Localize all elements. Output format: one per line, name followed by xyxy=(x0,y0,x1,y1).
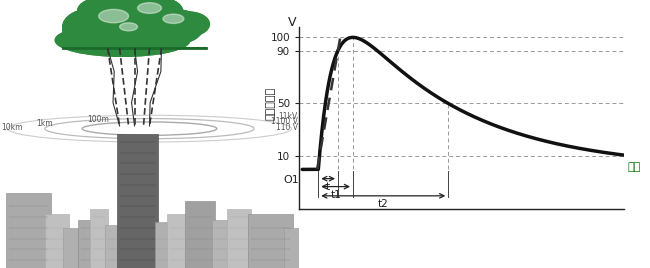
Ellipse shape xyxy=(138,3,161,13)
Ellipse shape xyxy=(78,8,191,51)
Ellipse shape xyxy=(78,0,131,24)
Bar xyxy=(45,214,69,268)
Ellipse shape xyxy=(120,23,138,31)
Ellipse shape xyxy=(99,9,129,23)
Text: 峰值百分比: 峰值百分比 xyxy=(265,87,275,120)
Bar xyxy=(284,228,299,268)
Ellipse shape xyxy=(63,8,129,46)
Text: 1100 V: 1100 V xyxy=(270,117,298,126)
Bar xyxy=(213,220,230,268)
Ellipse shape xyxy=(55,24,190,56)
Text: 时间: 时间 xyxy=(627,162,640,172)
Ellipse shape xyxy=(78,0,131,24)
Ellipse shape xyxy=(168,12,209,36)
Ellipse shape xyxy=(138,3,161,13)
Ellipse shape xyxy=(120,23,138,31)
Ellipse shape xyxy=(121,0,166,15)
Bar xyxy=(105,225,120,268)
Bar xyxy=(63,228,81,268)
Ellipse shape xyxy=(63,17,105,42)
Text: t: t xyxy=(326,182,330,192)
Ellipse shape xyxy=(63,17,105,42)
Ellipse shape xyxy=(129,0,183,24)
Bar xyxy=(0,48,299,268)
Text: 110 V: 110 V xyxy=(276,123,298,132)
Bar xyxy=(6,193,51,268)
Text: O1: O1 xyxy=(283,175,299,185)
Text: 11kV: 11kV xyxy=(278,112,298,121)
Bar xyxy=(168,214,188,268)
Text: 1km: 1km xyxy=(36,119,53,128)
Text: 100m: 100m xyxy=(86,115,109,124)
Text: V: V xyxy=(289,16,297,29)
Text: t1: t1 xyxy=(330,190,341,200)
Bar xyxy=(248,214,293,268)
Ellipse shape xyxy=(63,8,129,46)
Ellipse shape xyxy=(168,12,209,36)
Ellipse shape xyxy=(55,24,190,56)
Ellipse shape xyxy=(90,0,150,28)
Ellipse shape xyxy=(129,0,183,24)
Bar xyxy=(90,209,108,268)
Ellipse shape xyxy=(163,14,184,23)
Text: 10km: 10km xyxy=(1,123,23,132)
Ellipse shape xyxy=(144,9,203,44)
Bar xyxy=(185,201,215,268)
Text: t2: t2 xyxy=(378,199,389,209)
Bar xyxy=(78,220,93,268)
Ellipse shape xyxy=(121,0,166,15)
Ellipse shape xyxy=(163,14,184,23)
Bar xyxy=(116,134,159,268)
Ellipse shape xyxy=(78,8,191,51)
Ellipse shape xyxy=(99,9,129,23)
Bar xyxy=(227,209,251,268)
Ellipse shape xyxy=(90,0,150,28)
Ellipse shape xyxy=(144,9,203,44)
Bar xyxy=(155,222,170,268)
